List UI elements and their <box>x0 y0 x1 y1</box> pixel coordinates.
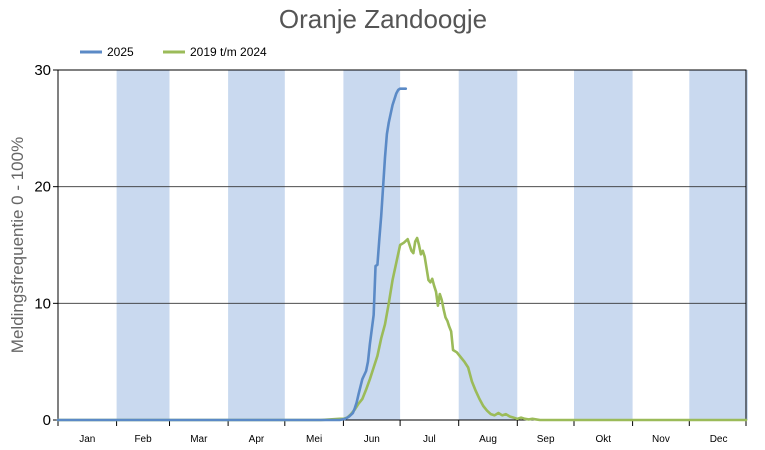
y-axis-ticks: 0 10 20 30 <box>34 62 58 429</box>
y-tick-label-0: 0 <box>43 412 51 429</box>
x-tick-label-mei: Mei <box>306 434 322 445</box>
x-tick-label-aug: Aug <box>479 434 497 445</box>
month-bands <box>116 70 748 420</box>
chart-title: Oranje Zandoogje <box>279 4 487 34</box>
x-tick-label-okt: Okt <box>596 434 612 445</box>
plot-border <box>57 69 747 421</box>
series-line-2025 <box>56 87 408 422</box>
series-line-2019-2024 <box>56 236 748 422</box>
legend: 2025 2019 t/m 2024 <box>80 45 267 59</box>
y-tick-label-30: 30 <box>34 62 51 79</box>
legend-label-2025: 2025 <box>107 45 134 59</box>
y-tick-label-10: 10 <box>34 295 51 312</box>
x-tick-label-jun: Jun <box>364 434 380 445</box>
x-tick-label-mar: Mar <box>190 434 208 445</box>
x-tick-label-dec: Dec <box>710 434 728 445</box>
month-band-dec <box>689 70 748 420</box>
x-tick-label-sep: Sep <box>537 434 555 445</box>
x-axis-ticks: Jan Feb Mar Apr Mei Jun Jul Aug Sep Okt Nov Dec <box>57 420 747 445</box>
y-axis-label: Meldingsfrequentie 0 - 100% <box>8 137 27 353</box>
plot-frame <box>57 69 747 421</box>
gridlines <box>58 186 746 304</box>
month-band-jun <box>343 70 401 420</box>
x-tick-label-jan: Jan <box>79 434 95 445</box>
month-band-okt <box>574 70 633 420</box>
legend-label-2019-2024: 2019 t/m 2024 <box>190 45 267 59</box>
x-tick-label-nov: Nov <box>652 434 670 445</box>
month-band-aug <box>458 70 518 420</box>
x-tick-label-apr: Apr <box>249 434 265 445</box>
month-band-apr <box>228 70 285 420</box>
x-tick-label-jul: Jul <box>423 434 436 445</box>
x-tick-label-feb: Feb <box>134 434 152 445</box>
month-band-feb <box>116 70 170 420</box>
series-lines <box>56 87 748 422</box>
y-tick-label-20: 20 <box>34 179 51 196</box>
